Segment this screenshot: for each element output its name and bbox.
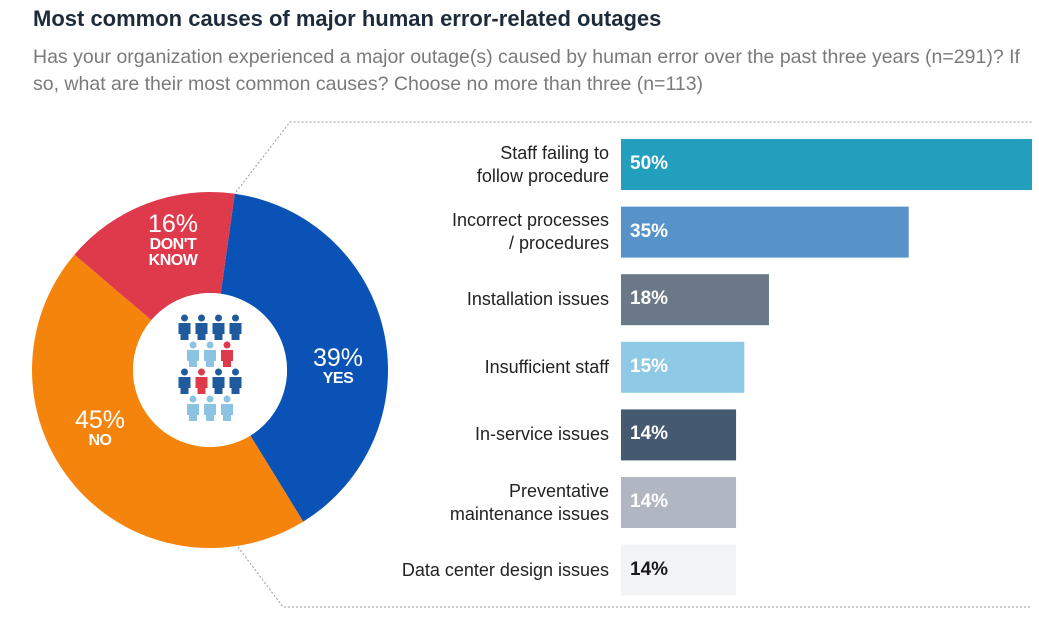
bar <box>621 341 745 393</box>
people-icon <box>178 314 242 421</box>
bar <box>621 544 737 596</box>
bar-category-label: Installation issues <box>466 289 609 310</box>
bar-value-label: 14% <box>630 558 669 580</box>
bar <box>621 139 1032 190</box>
slice-label-no: 45% NO <box>74 406 126 449</box>
chart-subtitle: Has your organization experienced a majo… <box>33 46 1020 95</box>
bar-category-label: Staff failing to follow procedure <box>476 142 609 186</box>
bar-value-label: 35% <box>630 220 669 242</box>
bar-category-label: Preventative maintenance issues <box>449 480 609 524</box>
bar <box>621 409 737 461</box>
bar <box>621 274 769 326</box>
bar-value-label: 18% <box>630 288 669 310</box>
dotted-connector-lines <box>235 121 1032 608</box>
donut-chart <box>31 192 389 549</box>
donut-slice-no <box>31 254 304 549</box>
bar-value-label: 14% <box>630 423 669 445</box>
bar-value-label: 14% <box>630 491 669 512</box>
bar-category-label: Data center design issues <box>401 559 609 580</box>
slice-label-yes: 39% YES <box>312 344 364 387</box>
bar <box>621 477 737 528</box>
bar-category-label: Incorrect processes / procedures <box>451 210 609 254</box>
chart-title: Most common causes of major human error-… <box>33 6 662 31</box>
donut-slice-yes <box>220 193 389 522</box>
bar-value-label: 15% <box>630 355 669 377</box>
donut-slice-don-t-know <box>74 192 235 321</box>
donut-hole <box>133 293 287 447</box>
bar-value-label: 50% <box>630 153 669 174</box>
bar-chart <box>621 139 1032 596</box>
slice-label-dont-know: 16% DON'T KNOW <box>147 210 199 269</box>
bar <box>621 206 909 258</box>
bar-category-label: Insufficient staff <box>484 356 609 377</box>
bar-category-label: In-service issues <box>474 424 609 445</box>
